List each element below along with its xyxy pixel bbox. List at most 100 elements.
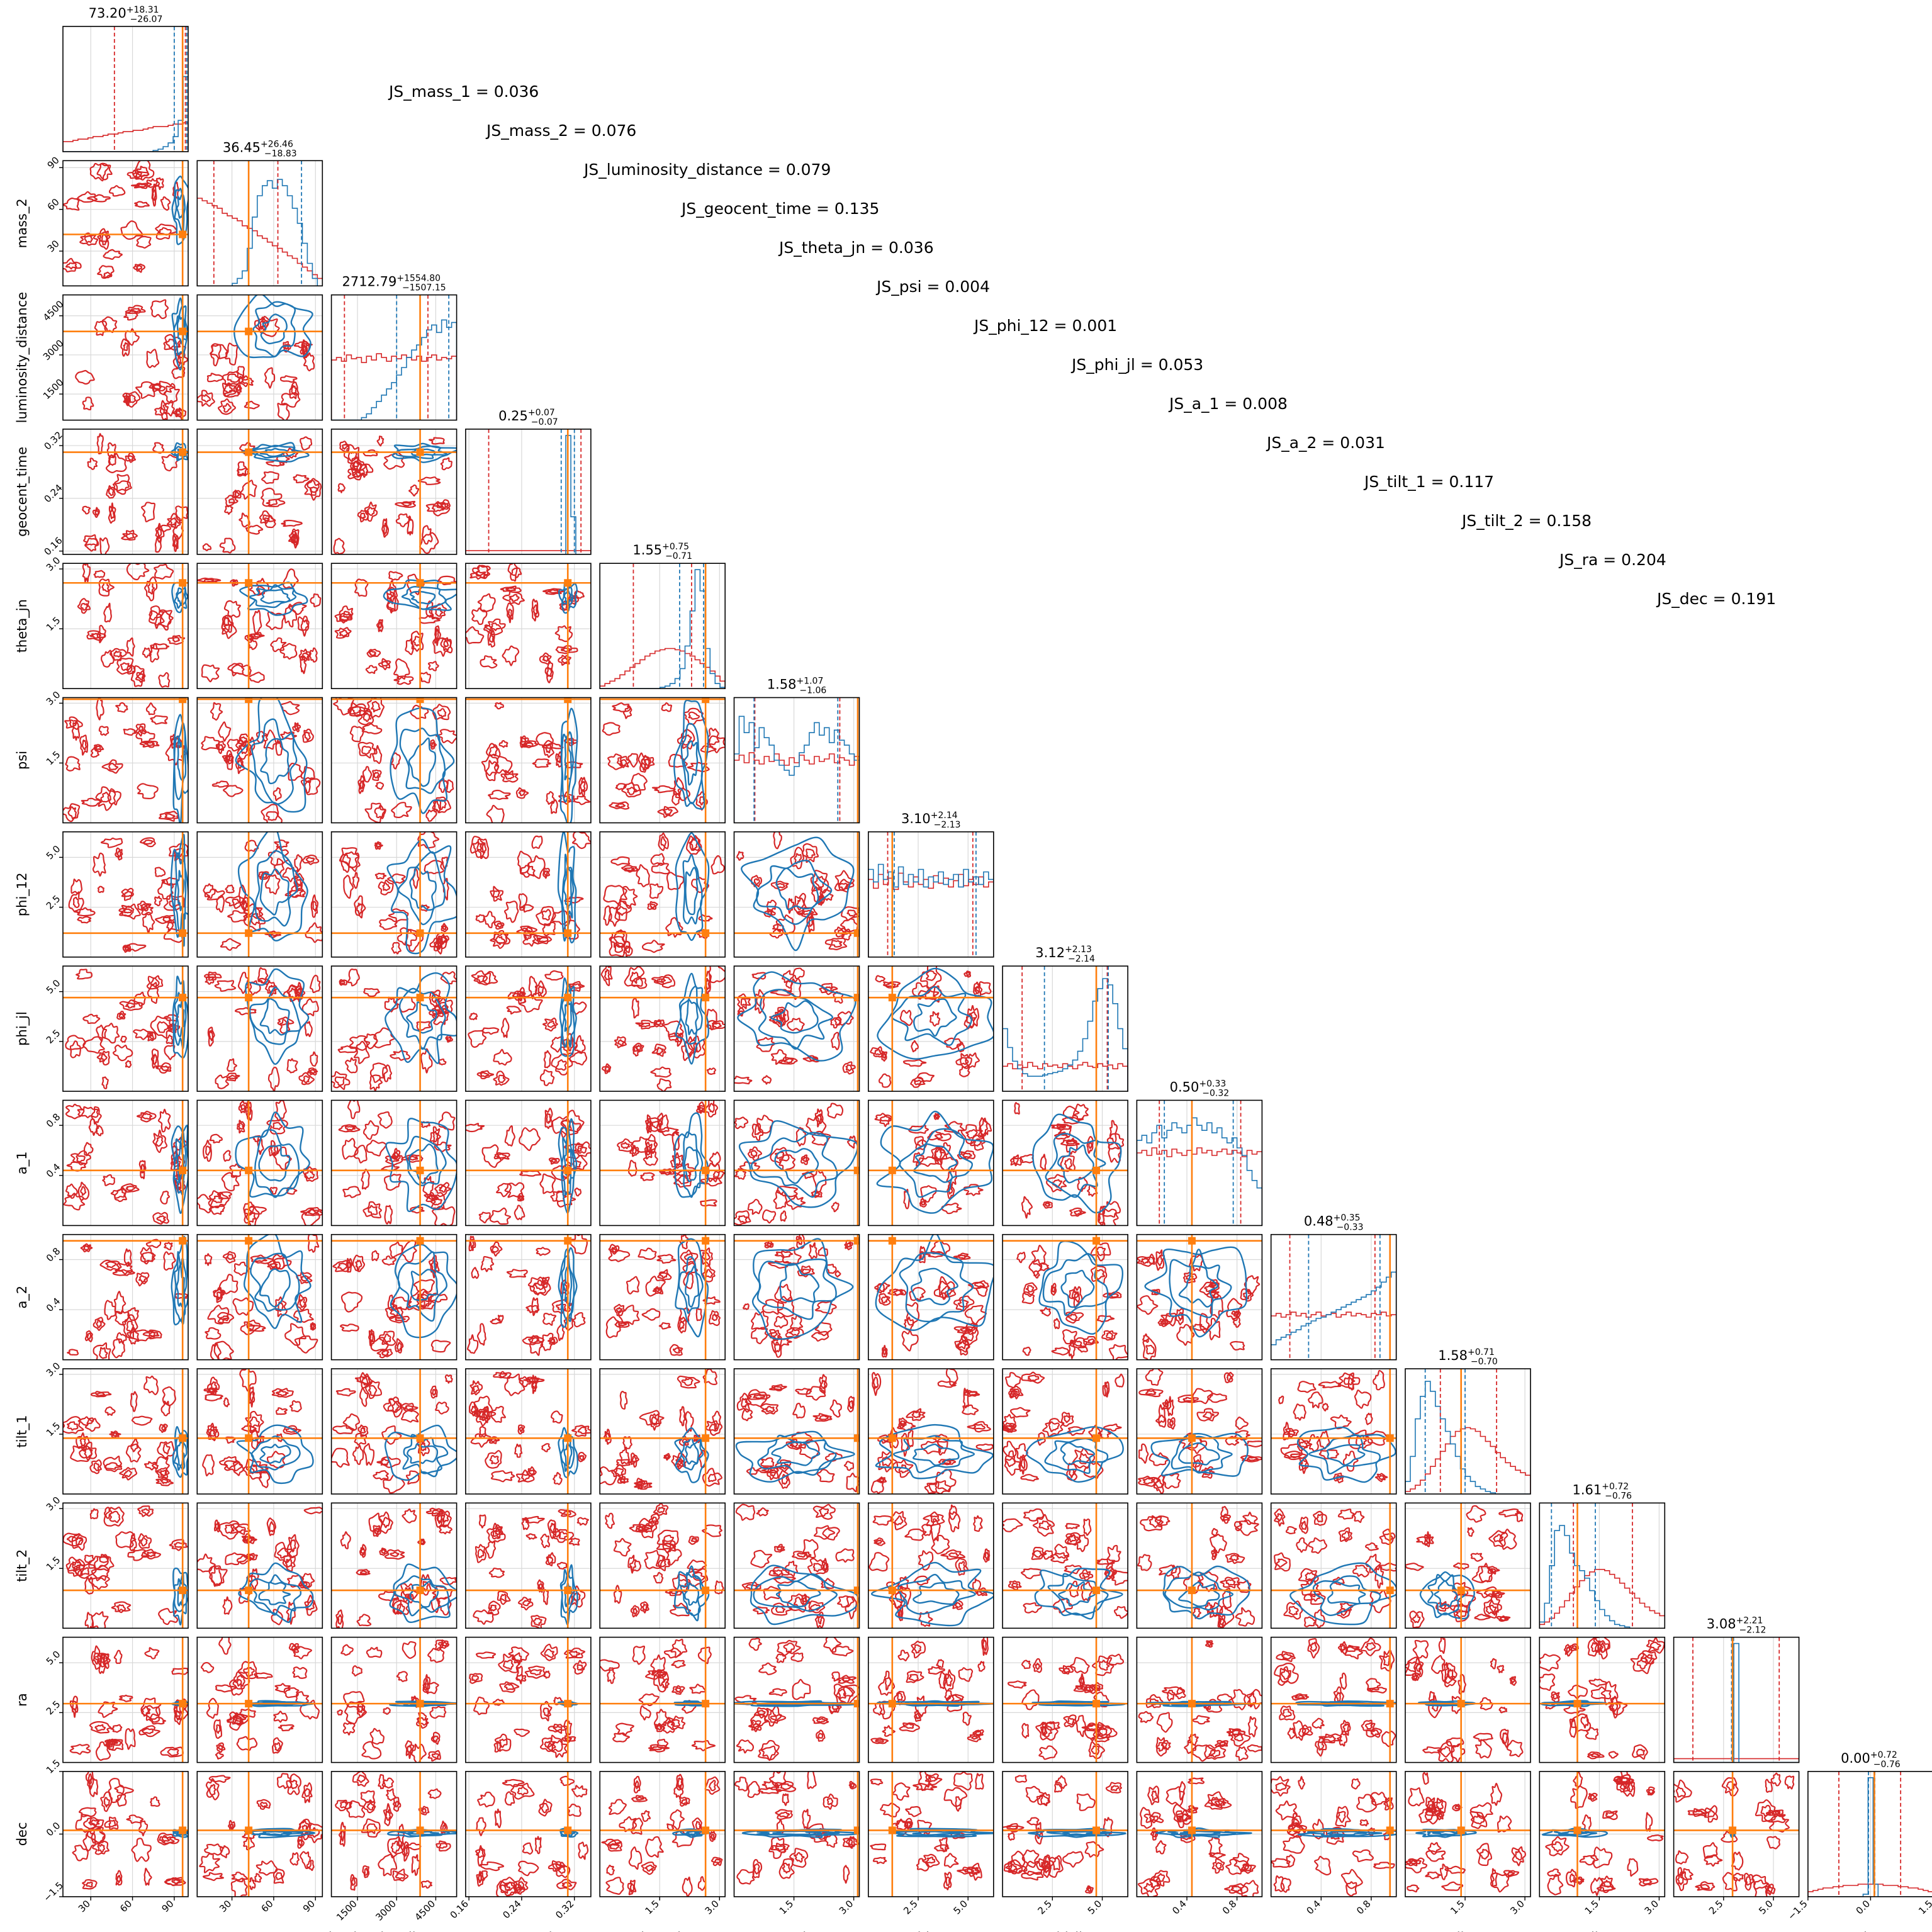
- contour-line: [141, 1537, 147, 1546]
- contour-line: [628, 1880, 636, 1895]
- contour-line: [225, 385, 232, 392]
- contour-line: [341, 1645, 353, 1655]
- contour-line: [1006, 1373, 1021, 1388]
- contour-line: [1184, 1398, 1193, 1401]
- contour-line: [127, 1322, 134, 1332]
- contour-line: [838, 1596, 854, 1607]
- contour-line: [548, 1556, 553, 1563]
- contour-line: [967, 1392, 976, 1395]
- contour-line: [1016, 1775, 1026, 1782]
- injection-marker: [889, 1587, 896, 1594]
- contour-line: [1770, 1814, 1789, 1832]
- contour-line: [93, 853, 106, 876]
- contour-line: [536, 1836, 541, 1853]
- contour-line: [116, 1605, 125, 1610]
- contour-line: [94, 1343, 111, 1365]
- panel-tilt_2-a_1: [1137, 1503, 1262, 1629]
- contour-line: [879, 1479, 884, 1483]
- contour-line: [1425, 1872, 1441, 1879]
- panel-tilt_2-tilt_2: 1.61+0.72 −0.76: [1539, 1481, 1665, 1628]
- contour-line: [225, 505, 232, 514]
- contour-line: [1647, 1638, 1665, 1653]
- contour-line: [876, 976, 885, 982]
- contour-line: [543, 656, 549, 661]
- contour-line: [83, 563, 90, 581]
- contour-line: [233, 899, 239, 905]
- contour-line: [95, 321, 106, 335]
- contour-line: [1379, 1476, 1384, 1480]
- contour-line: [751, 1151, 757, 1158]
- injection-marker: [179, 230, 186, 238]
- x-tick-label: 3.0: [1508, 1898, 1527, 1917]
- panel-content: [466, 1369, 591, 1494]
- panel-content: [733, 1100, 862, 1225]
- contour-line: [157, 1022, 167, 1033]
- contour-line: [1052, 1347, 1069, 1354]
- contour-line: [1632, 1745, 1648, 1759]
- y-tick-label: 1.5: [44, 749, 63, 768]
- contour-line: [736, 1505, 755, 1520]
- contour-line: [529, 1470, 534, 1474]
- contour-line: [1144, 1884, 1154, 1892]
- contour-line: [124, 343, 128, 351]
- panel-content: [332, 1772, 462, 1897]
- contour-line: [76, 1433, 89, 1451]
- contour-line: [580, 1456, 584, 1460]
- contour-line: [109, 488, 114, 495]
- contour-line: [904, 1060, 926, 1066]
- panel-content: [331, 1369, 459, 1494]
- contour-line: [843, 1062, 855, 1074]
- injection-marker: [1386, 1826, 1394, 1834]
- contour-line: [386, 1789, 396, 1800]
- contour-line: [291, 1780, 298, 1789]
- panel-content: [734, 1369, 862, 1494]
- contour-line: [390, 1051, 410, 1060]
- contour-line: [1139, 1444, 1148, 1463]
- panel-tilt_1-a_2: [1271, 1369, 1396, 1494]
- contour-line: [132, 1838, 150, 1861]
- panel-content: [1001, 1772, 1128, 1897]
- contour-line: [390, 1315, 409, 1323]
- contour-line: [602, 965, 612, 986]
- panel-content: [868, 1100, 994, 1225]
- contour-line: [1546, 1837, 1568, 1856]
- contour-line: [396, 1873, 405, 1879]
- x-tick-label: 90: [159, 1898, 176, 1914]
- contour-line: [1049, 1422, 1059, 1432]
- injection-marker: [179, 328, 186, 335]
- contour-line: [77, 1155, 85, 1162]
- contour-line: [1289, 1607, 1298, 1615]
- contour-line: [174, 538, 177, 547]
- panel-tilt_2-geocent_time: [466, 1503, 591, 1629]
- contour-line: [82, 507, 90, 514]
- contour-line: [1603, 1811, 1617, 1819]
- contour-line: [612, 703, 630, 712]
- panel-frame: [868, 1100, 994, 1225]
- contour-line: [1308, 1538, 1327, 1553]
- injection-marker: [1188, 1700, 1196, 1707]
- contour-line: [468, 1031, 486, 1047]
- injection-marker: [245, 328, 252, 335]
- contour-line: [361, 1791, 374, 1802]
- contour-line: [223, 785, 242, 796]
- contour-line: [963, 1388, 969, 1408]
- histogram-step: [1539, 1570, 1665, 1629]
- contour-line: [763, 1781, 779, 1789]
- contour-line: [1374, 1862, 1394, 1868]
- contour-line: [498, 1654, 519, 1673]
- panel-tilt_2-mass_2: [196, 1503, 327, 1628]
- contour-line: [163, 918, 170, 922]
- contour-line: [711, 1834, 714, 1839]
- y-tick-label: 5.0: [44, 1649, 63, 1668]
- contour-line: [659, 833, 668, 850]
- contour-line: [1300, 1442, 1307, 1447]
- contour-line: [1022, 1373, 1044, 1383]
- contour-line: [705, 1099, 717, 1117]
- contour-line: [137, 266, 142, 270]
- contour-line: [542, 1444, 550, 1451]
- contour-line: [621, 1142, 629, 1148]
- panel-frame: [197, 429, 322, 554]
- contour-line: [771, 1332, 777, 1337]
- contour-line: [1022, 1661, 1030, 1669]
- contour-line: [484, 911, 495, 928]
